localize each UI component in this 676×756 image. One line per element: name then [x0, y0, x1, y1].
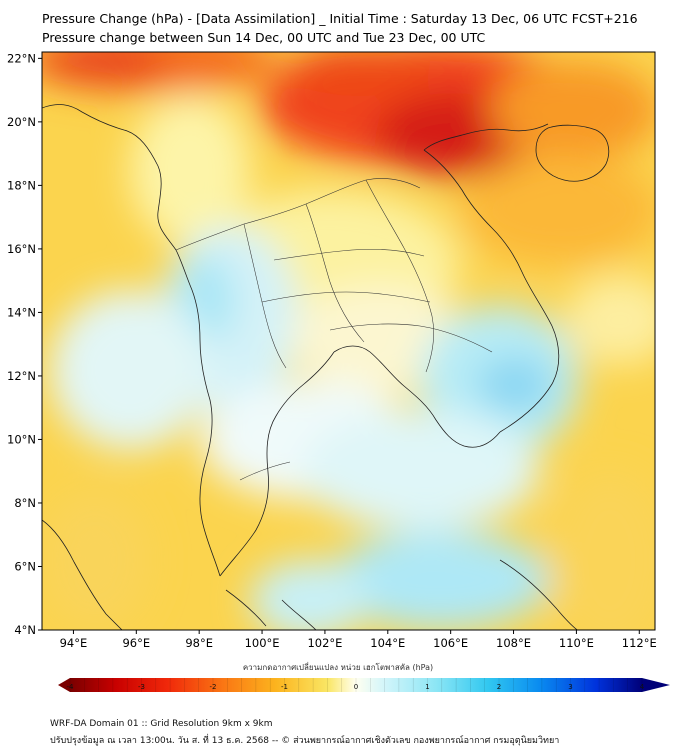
province-borders — [175, 178, 493, 481]
colorbar-tick-label: -1 — [281, 683, 288, 691]
colorbar-tick-label: -2 — [210, 683, 217, 691]
border-east — [365, 179, 434, 373]
vietnam-coast — [423, 149, 560, 433]
border-center — [305, 203, 365, 343]
border-latitudinal-2 — [273, 248, 425, 261]
lon-tick-label: 108°E — [496, 636, 531, 650]
longitude-axis: 94°E 96°E 98°E 100°E 102°E 104°E 106°E 108°E 110… — [60, 630, 657, 650]
lat-tick-label: 8°N — [14, 496, 36, 510]
lat-tick-label: 6°N — [14, 559, 36, 573]
lon-tick-label: 100°E — [245, 636, 280, 650]
footer-model-info: WRF-DA Domain 01 :: Grid Resolution 9km … — [50, 719, 273, 729]
gulf-west-coast — [219, 351, 335, 577]
colorbar-max-arrow — [642, 678, 670, 692]
hainan-island — [535, 124, 610, 182]
malaysia-coast — [225, 589, 317, 630]
lon-tick-label: 104°E — [370, 636, 405, 650]
lon-tick-label: 106°E — [433, 636, 468, 650]
border-south — [239, 461, 291, 481]
gulf-north-coast — [333, 345, 501, 448]
borneo-coast — [499, 559, 578, 630]
pressure-field — [42, 52, 655, 630]
map-frame — [41, 51, 656, 631]
sumatra-coast — [42, 519, 123, 630]
lon-tick-label: 102°E — [307, 636, 342, 650]
colorbar-tick-label: 2 — [497, 683, 501, 691]
colorbar-gradient — [70, 678, 642, 692]
lon-tick-label: 110°E — [559, 636, 594, 650]
border-cambodia — [329, 323, 493, 353]
footer-credits: ปรับปรุงข้อมูล ณ เวลา 13:00น. วัน ส. ที่… — [50, 736, 560, 746]
coastlines — [42, 104, 610, 630]
chart-subtitle: Pressure change between Sun 14 Dec, 00 U… — [42, 30, 486, 45]
lat-tick-label: 4°N — [14, 623, 36, 637]
chart-title: Pressure Change (hPa) - [Data Assimilati… — [42, 11, 638, 26]
colorbar-tick-label: 1 — [425, 683, 429, 691]
border-latitudinal-1 — [261, 291, 431, 303]
colorbar-min-arrow — [58, 678, 70, 692]
lat-tick-label: 14°N — [7, 305, 36, 319]
lat-tick-label: 10°N — [7, 432, 36, 446]
colorbar-tick-label: 4 — [640, 683, 645, 691]
lat-tick-label: 22°N — [7, 51, 36, 65]
lon-tick-label: 112°E — [622, 636, 657, 650]
latitude-axis: 22°N 20°N 18°N 16°N 14°N 12°N 10°N 8°N 6°N 4°N — [7, 51, 42, 637]
lat-tick-label: 20°N — [7, 115, 36, 129]
colorbar-tick-label: -3 — [138, 683, 145, 691]
lon-tick-label: 94°E — [60, 636, 88, 650]
colorbar-ticks: -4 -3 -2 -1 0 1 2 3 4 — [67, 678, 645, 692]
lon-tick-label: 98°E — [185, 636, 213, 650]
lat-tick-label: 16°N — [7, 242, 36, 256]
colorbar: -4 -3 -2 -1 0 1 2 3 4 — [58, 678, 670, 692]
lon-tick-label: 96°E — [122, 636, 150, 650]
colorbar-tick-label: 3 — [568, 683, 572, 691]
colorbar-tick-label: -4 — [67, 683, 75, 691]
gulf-of-tonkin — [423, 123, 549, 151]
colorbar-tick-label: 0 — [354, 683, 358, 691]
colorbar-label: ความกดอากาศเปลี่ยนแปลง หน่วย เฮกโตพาสคัล… — [242, 663, 434, 672]
myanmar-coast — [42, 104, 221, 577]
lat-tick-label: 12°N — [7, 369, 36, 383]
lat-tick-label: 18°N — [7, 178, 36, 192]
